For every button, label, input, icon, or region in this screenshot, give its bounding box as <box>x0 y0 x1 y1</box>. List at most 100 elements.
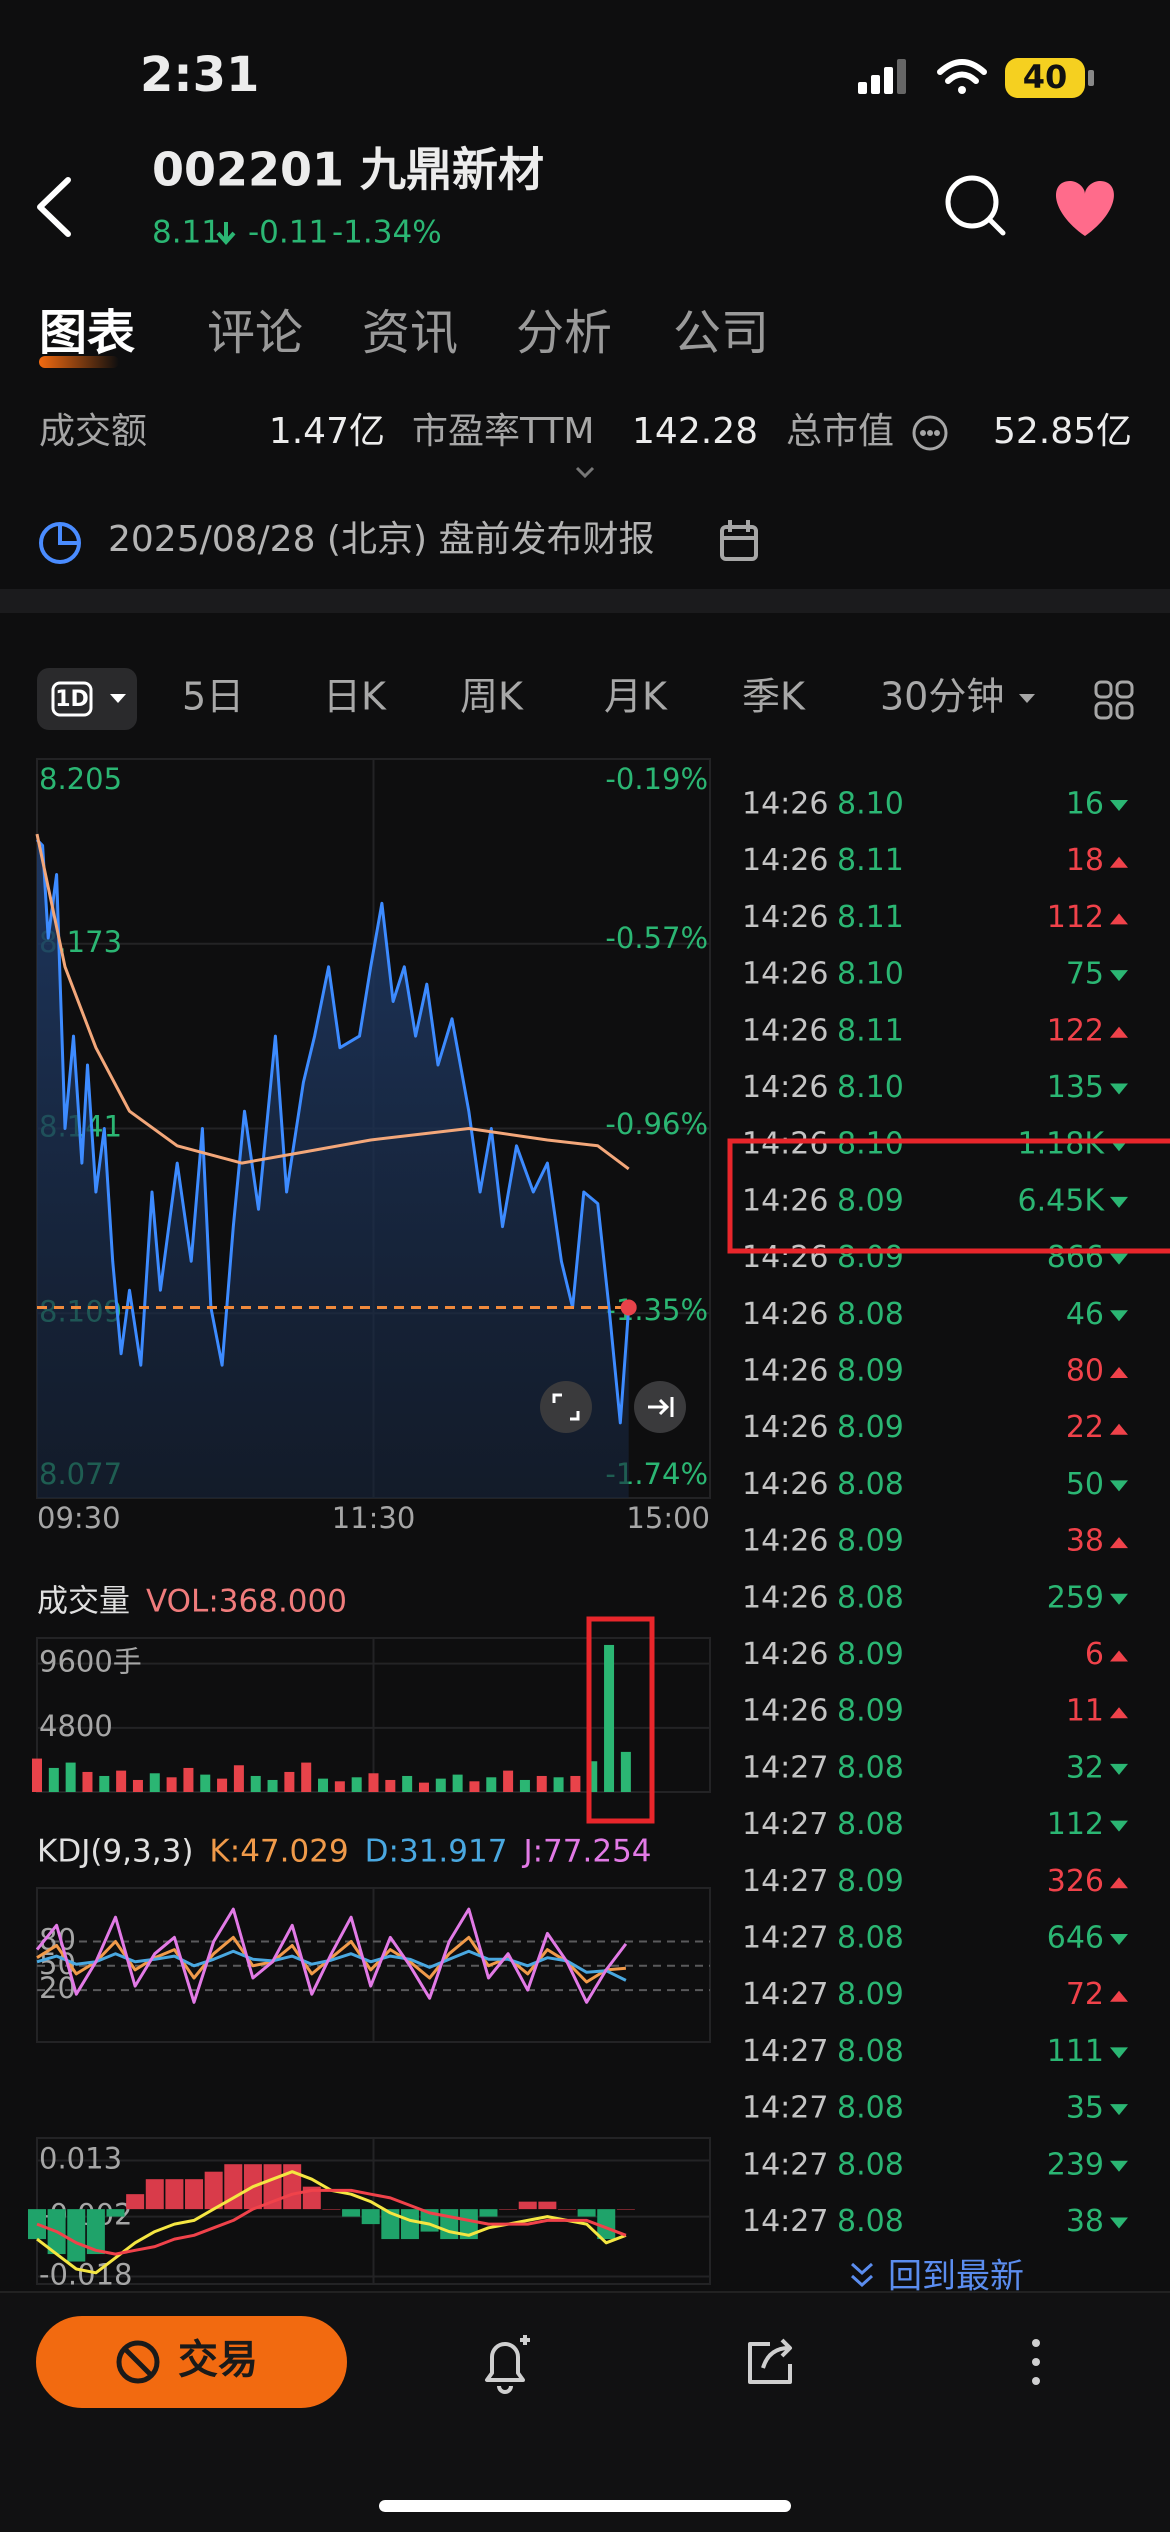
minute-dropdown[interactable] <box>1019 694 1035 703</box>
trade-button[interactable] <box>36 2316 347 2408</box>
trade-price: 8.09 <box>837 1524 904 1559</box>
volume-bar <box>604 1644 615 1792</box>
tab[interactable]: 评论 <box>207 305 303 361</box>
tab[interactable]: 资讯 <box>362 305 458 361</box>
trade-time: 14:26 <box>742 1183 828 1218</box>
trade-time: 14:26 <box>742 1297 828 1332</box>
series-line <box>35 838 631 1425</box>
trade-price: 8.09 <box>837 1637 904 1672</box>
macd-bar <box>145 2179 164 2210</box>
trade-price: 8.08 <box>837 1297 904 1332</box>
favorite-button[interactable] <box>1056 180 1114 236</box>
y2-tick-label: -1.35% <box>605 1293 708 1327</box>
down-triangle <box>1110 2160 1128 2172</box>
report-icon <box>39 522 81 564</box>
y-tick-label: 4800 <box>39 1709 113 1743</box>
period-tab[interactable]: 5日 <box>182 675 244 719</box>
macd-bar <box>499 2209 518 2210</box>
trade-price: 8.08 <box>837 2204 904 2239</box>
jump-latest-button[interactable] <box>634 1381 686 1433</box>
last-price-dot <box>620 1299 637 1316</box>
latest-button[interactable]: 回到最新 <box>888 2257 1024 2297</box>
period-dropdown[interactable] <box>110 694 126 703</box>
layout-button[interactable] <box>1094 680 1134 720</box>
trade-volume: 35 <box>1066 2091 1104 2126</box>
trade-volume: 122 <box>1047 1013 1104 1048</box>
trade-time: 14:26 <box>742 900 828 935</box>
status-time: 2:31 <box>140 47 259 103</box>
down-triangle <box>1110 1083 1128 1095</box>
volume-bar <box>48 1767 59 1792</box>
search-button[interactable] <box>945 175 1006 236</box>
volume-bar <box>435 1778 446 1792</box>
down-triangle <box>1110 1934 1128 1945</box>
trade-price: 8.08 <box>837 1921 904 1956</box>
legend-text: VOL:368.000 <box>146 1584 347 1620</box>
y2-tick-label: -0.57% <box>605 921 708 955</box>
chart: MACD(12,26,9)DIF:-0.007DEA:-0.0070.013-0… <box>28 2137 711 2292</box>
series-line <box>36 1949 627 1982</box>
trade-time: 14:27 <box>742 1977 828 2012</box>
volume-bar <box>132 1779 143 1792</box>
volume-bar <box>166 1777 177 1792</box>
earnings-notice: 2025/08/28 (北京) 盘前发布财报 <box>108 519 654 560</box>
period-tab[interactable]: 月K <box>604 675 668 719</box>
y-tick-label: -0.018 <box>39 2258 133 2292</box>
trade-time: 14:26 <box>742 1637 828 1672</box>
alert-button[interactable] <box>485 2335 530 2394</box>
tab[interactable]: 公司 <box>673 305 769 361</box>
trade-time: 14:26 <box>742 1354 828 1389</box>
down-triangle <box>1110 2104 1128 2116</box>
trade-volume: 80 <box>1066 1354 1104 1389</box>
macd-bar <box>86 2209 105 2255</box>
share-button[interactable] <box>748 2338 792 2384</box>
trade-price: 8.08 <box>837 2034 904 2069</box>
expand-chevron[interactable] <box>575 466 595 479</box>
volume-bar <box>334 1781 345 1792</box>
trade-price: 8.08 <box>837 2091 904 2126</box>
macd-bar <box>518 2201 537 2210</box>
trade-time: 14:26 <box>742 957 828 992</box>
trade-price: 8.09 <box>837 1183 904 1218</box>
period-tab[interactable]: 日K <box>323 675 387 719</box>
trade-volume: 646 <box>1047 1921 1104 1956</box>
back-button[interactable] <box>37 177 71 237</box>
trade-time: 14:27 <box>742 1921 828 1956</box>
trade-time: 14:26 <box>742 787 828 822</box>
period-tab[interactable]: 周K <box>460 675 524 719</box>
highlight-box <box>727 1138 1170 1254</box>
y-tick-label: 0.013 <box>39 2141 122 2175</box>
trade-price: 8.10 <box>837 1127 904 1162</box>
info-icon[interactable] <box>912 415 948 451</box>
volume-bar <box>217 1778 228 1792</box>
price-area <box>37 839 629 1498</box>
trade-time: 14:27 <box>742 2091 828 2126</box>
legend-text: K:47.029 <box>209 1834 348 1870</box>
x-tick-label: 15:00 <box>626 1501 710 1535</box>
macd-bar <box>165 2179 184 2210</box>
fullscreen-button[interactable] <box>540 1381 592 1433</box>
legend-text: KDJ(9,3,3) <box>37 1834 193 1870</box>
volume-bar <box>65 1762 76 1792</box>
period-tab[interactable]: 季K <box>742 675 806 719</box>
stat-label: 成交额 <box>39 411 147 452</box>
period-tab[interactable]: 30分钟 <box>880 675 1004 719</box>
tab[interactable]: 分析 <box>516 305 612 361</box>
trade-volume: 72 <box>1066 1977 1104 2012</box>
series-line <box>36 1935 627 1984</box>
wifi-icon <box>937 59 987 94</box>
tab[interactable]: 图表 <box>39 305 135 361</box>
trade-time: 14:26 <box>742 1467 828 1502</box>
volume-bar <box>486 1777 497 1792</box>
trade-price: 8.08 <box>837 2147 904 2182</box>
tab-underline <box>39 356 119 368</box>
more-button[interactable] <box>1032 2339 1040 2385</box>
period-tab[interactable]: 1D <box>55 687 89 712</box>
trade-time: 14:27 <box>742 1750 828 1785</box>
volume-bar <box>351 1777 362 1792</box>
macd-bar <box>459 2209 478 2240</box>
macd-bar <box>185 2179 204 2210</box>
battery-nub <box>1088 70 1094 86</box>
calendar-button[interactable] <box>720 520 758 561</box>
